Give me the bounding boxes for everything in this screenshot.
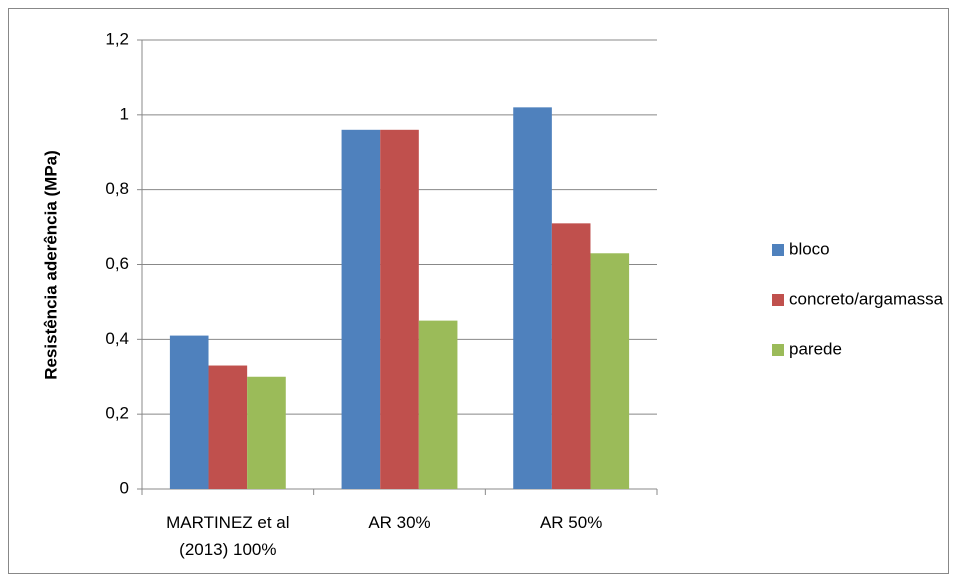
bar (418, 320, 458, 489)
legend-label: bloco (789, 239, 830, 258)
bar (169, 335, 209, 489)
legend-swatch (772, 294, 784, 306)
bar (247, 376, 286, 489)
bar (380, 129, 419, 490)
y-tick-label: 0,6 (105, 254, 129, 273)
x-tick-label: AR 30% (368, 513, 431, 532)
chart-border (8, 8, 949, 574)
legend-label: concreto/argamassa (789, 289, 944, 308)
bar (341, 129, 381, 490)
legend-label: parede (789, 339, 842, 358)
x-tick-label: AR 50% (539, 513, 603, 532)
y-tick-label: 0,8 (105, 179, 129, 198)
y-tick-label: 0,2 (105, 404, 129, 423)
y-tick-label: 0,4 (105, 329, 129, 348)
y-axis-label: Resistência aderência (MPa) (41, 150, 60, 380)
y-tick-label: 1 (120, 104, 129, 123)
legend-swatch (772, 244, 784, 256)
legend-swatch (772, 344, 784, 356)
y-tick-label: 0 (120, 478, 129, 497)
bar (551, 223, 591, 489)
bar (208, 365, 248, 489)
bar (513, 107, 552, 489)
y-tick-label: 1,2 (105, 29, 129, 48)
x-tick-label: MARTINEZ et al (2013) 100% (166, 513, 290, 559)
bar (590, 253, 630, 489)
